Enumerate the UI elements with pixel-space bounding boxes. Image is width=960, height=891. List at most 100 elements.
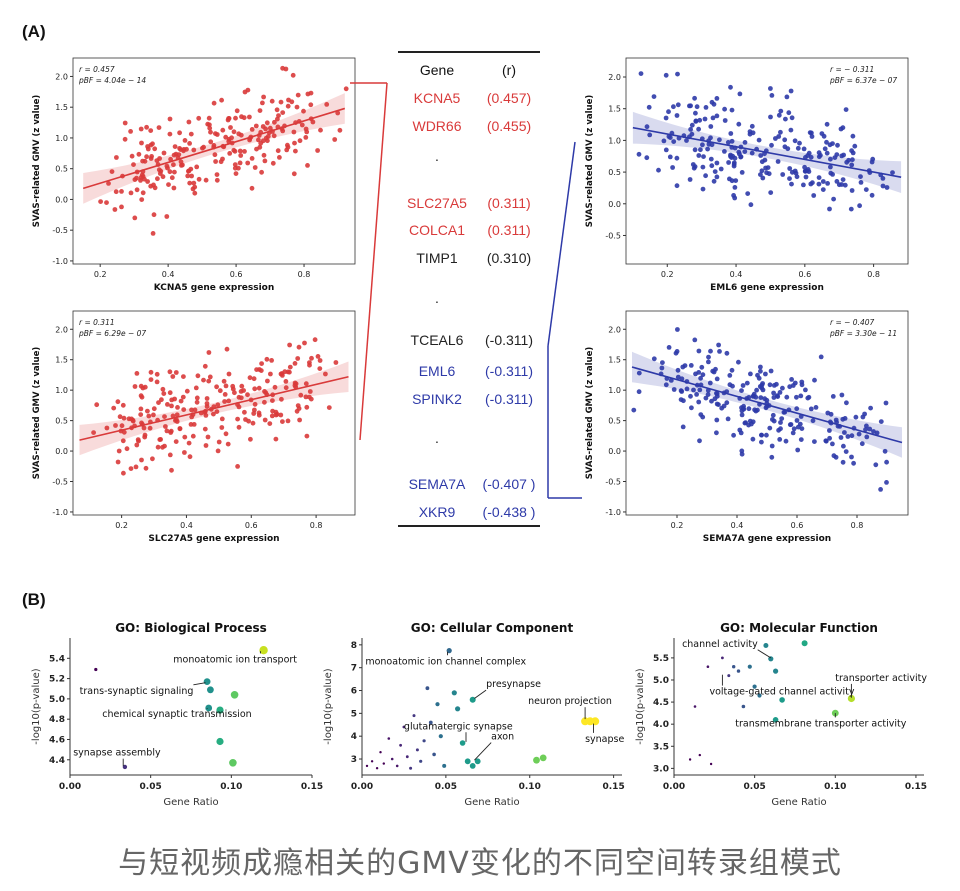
data-point [811,193,817,198]
data-point [119,423,125,429]
data-point [138,126,144,132]
data-point [638,71,644,76]
data-point [709,398,714,404]
connector-red-diag [359,82,388,441]
table-r-12: (-0.438 ) [482,504,536,520]
data-point [759,385,765,391]
data-point [121,470,126,476]
y-tick-label: 5 [351,709,357,719]
data-point [771,383,777,388]
data-point [769,93,775,98]
data-point [225,441,231,447]
data-point [144,124,149,130]
data-point [256,410,262,416]
data-point [192,190,198,196]
data-point [775,159,781,164]
go-term-point [412,714,416,718]
data-point [141,425,147,431]
data-point [883,400,889,406]
go-term-point [455,706,461,712]
data-point [689,122,695,128]
go-term-point [399,743,402,747]
data-point [728,131,734,136]
data-point [259,361,264,366]
go-term-point [207,686,214,694]
data-point [663,382,669,388]
go-term-point [365,764,369,768]
data-point [823,438,829,444]
data-point [150,456,155,462]
data-point [132,215,138,221]
data-point [161,391,167,396]
data-point [150,141,155,147]
data-point [220,127,226,133]
data-point [748,371,753,377]
data-point [156,400,161,405]
data-point [282,369,288,375]
y-tick-label: 4 [351,732,357,742]
data-point [307,362,312,368]
data-point [98,199,103,205]
data-point [305,163,310,168]
data-point [810,418,816,424]
go-term-point [203,678,211,685]
data-point [248,436,253,442]
data-point [242,409,247,415]
data-point [276,113,281,118]
data-point [126,416,132,422]
connector-blue-diag [547,141,576,347]
data-point [806,394,812,400]
data-point [203,177,209,183]
data-point [828,164,833,170]
y-tick-label: 2.0 [608,325,621,334]
data-point [161,150,167,156]
y-axis-label: -log10(p-value) [323,668,334,744]
data-point [194,395,200,401]
data-point [94,402,100,408]
data-point [812,377,817,383]
data-point [773,136,778,141]
data-point [310,119,316,125]
data-point [816,154,822,160]
data-point [844,400,849,406]
data-point [270,408,275,414]
data-point [864,423,869,429]
data-point [659,365,665,371]
data-point [203,443,209,448]
data-point [730,383,735,389]
data-point [714,160,720,166]
data-point [251,376,257,382]
data-point [798,437,804,442]
data-point [651,94,657,99]
data-point [844,159,850,165]
go-term-point [390,757,394,761]
x-tick-label: 0.6 [230,270,243,279]
stat-p: pBF = 6.29e − 07 [78,329,146,338]
data-point [718,166,724,172]
data-point [167,369,173,375]
data-point [771,390,776,396]
data-point [688,127,693,132]
data-point [249,185,255,191]
data-point [808,181,814,187]
data-point [830,441,835,447]
data-point [838,435,844,440]
data-point [839,392,845,398]
data-point [770,412,776,418]
data-point [697,438,702,444]
go-annotation-leader [474,742,492,761]
data-point [261,94,266,100]
scatter-sema7a: 0.2 0.4 0.6 0.8 -1.0 -0.5 0.0 0.5 1.0 1.5 2.0 SEMA7… [585,310,909,544]
data-point [131,162,136,167]
go-term-point [438,734,443,739]
data-point [222,392,228,397]
data-point [726,160,731,165]
data-point [196,115,202,121]
data-point [692,164,698,169]
data-point [299,122,305,128]
data-point [868,405,873,411]
data-point [317,358,323,363]
data-point [315,354,321,359]
data-point [758,368,763,374]
data-point [113,423,118,428]
